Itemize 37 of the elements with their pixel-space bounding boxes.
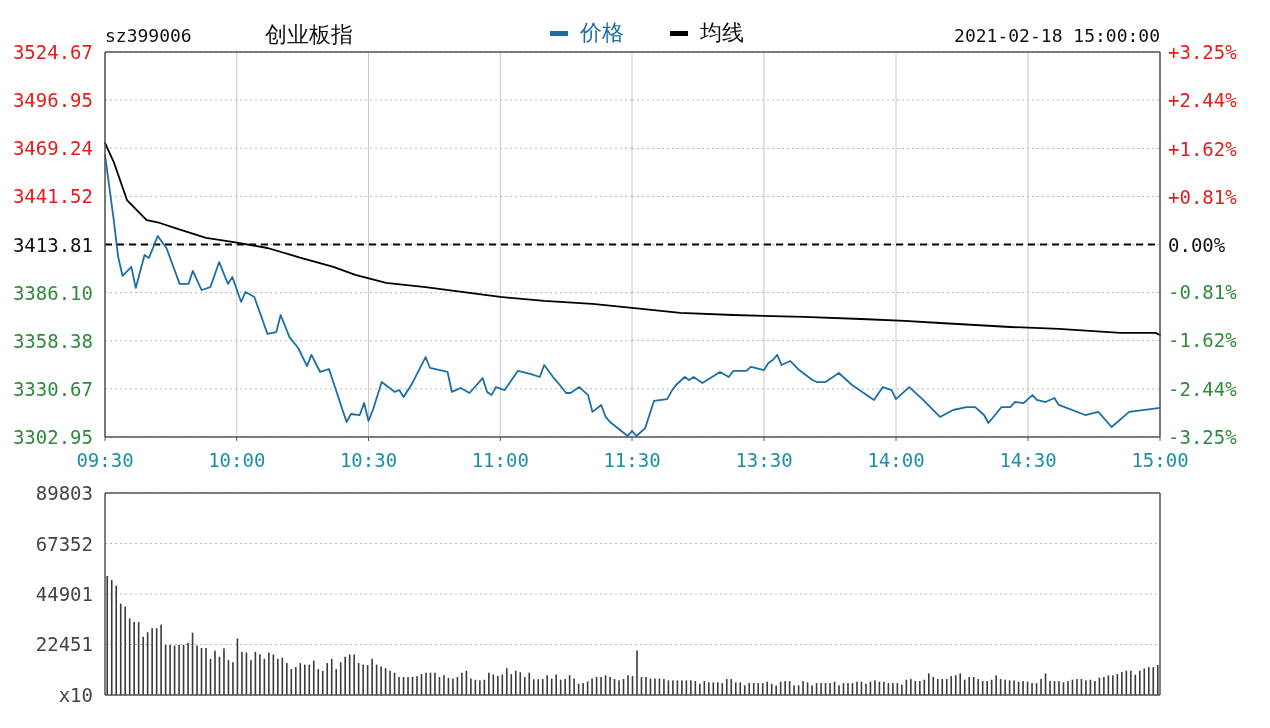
x-tick-label: 11:00 [471,449,529,471]
y-tick-label: 3358.38 [12,329,93,352]
y-tick-label: x10 [58,684,93,706]
y-tick-label: 44901 [35,583,93,605]
text: 2021-02-18 15:00:00 [954,25,1160,46]
text: +0.81% [1168,185,1237,208]
x-tick-label: 15:00 [1131,449,1189,471]
y-tick-label: 3386.10 [12,281,93,304]
y-tick-label: 3469.24 [12,137,93,160]
text: sz399006 [105,25,192,46]
text: +1.62% [1168,137,1237,160]
text: -0.81% [1168,281,1237,304]
y-tick-label: 89803 [35,482,93,504]
text: -1.62% [1168,329,1237,352]
legend-label: 均线 [699,20,744,45]
chart-title: 创业板指 [265,22,353,47]
x-tick-label: 09:30 [76,449,134,471]
text: +3.25% [1168,41,1237,63]
y-tick-label: 3496.95 [12,89,93,112]
x-tick-label: 14:00 [867,449,925,471]
text: 0.00% [1168,233,1226,256]
x-tick-label: 10:30 [339,449,398,471]
legend-label: 价格 [579,20,624,45]
y-tick-label: 3330.67 [12,377,93,400]
y-tick-label: 3413.81 [12,233,93,256]
y-tick-label: 67352 [35,532,93,555]
x-tick-label: 10:00 [208,449,266,471]
x-tick-label: 13:30 [735,449,793,471]
y-tick-label: 3302.95 [12,426,93,448]
x-tick-label: 11:30 [603,449,661,471]
text: -3.25% [1168,426,1237,448]
y-tick-label: 3524.67 [12,41,93,63]
y-tick-label: 22451 [35,633,93,656]
y-tick-label: 3441.52 [12,185,93,208]
text: +2.44% [1168,88,1237,111]
x-tick-label: 14:30 [999,449,1057,471]
text: -2.44% [1168,378,1237,401]
